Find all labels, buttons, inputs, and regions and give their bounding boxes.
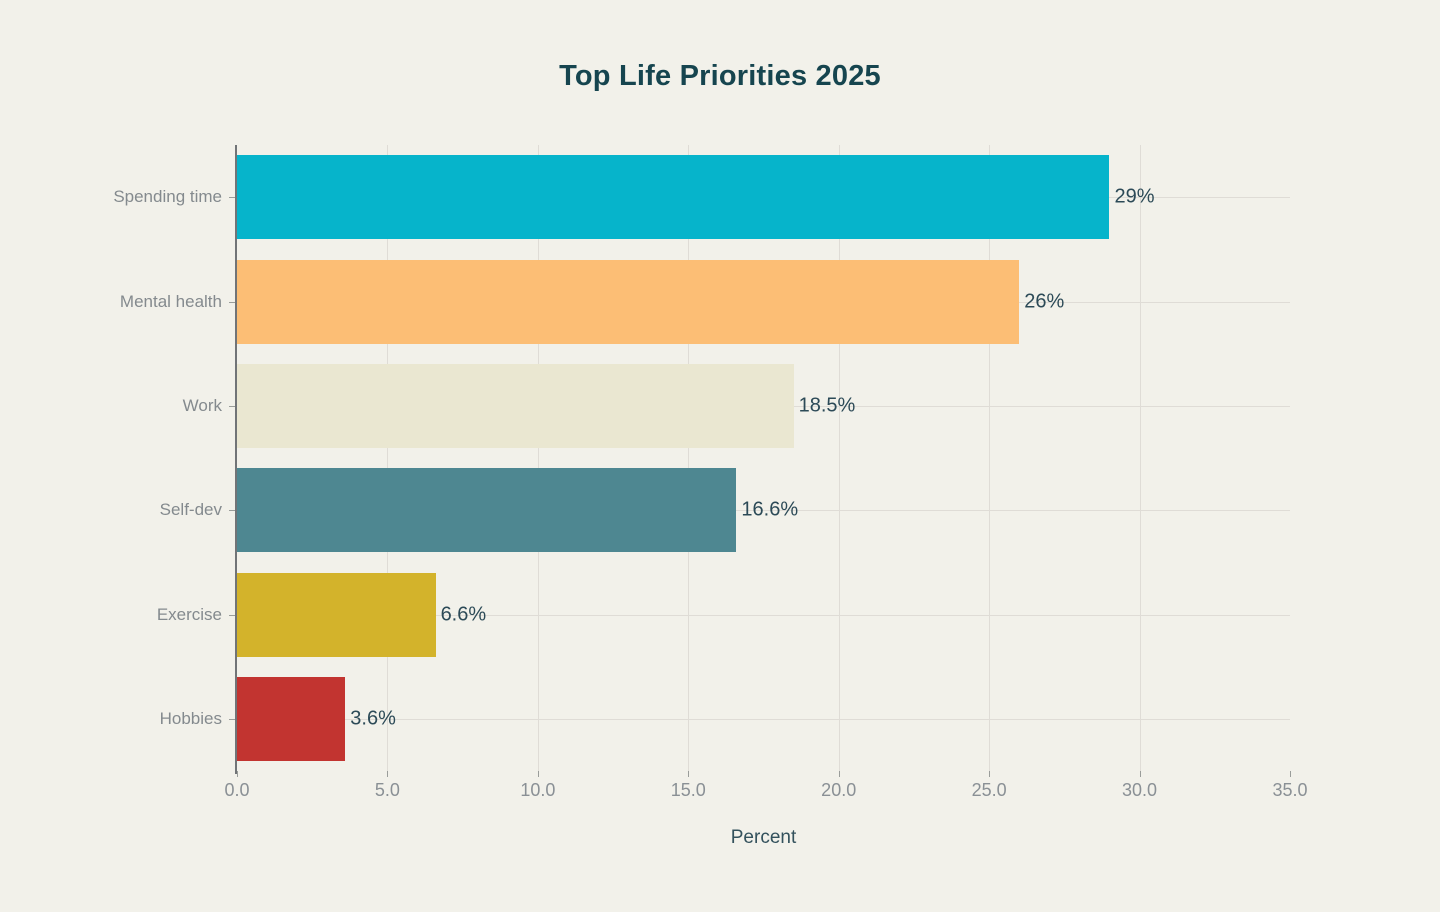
gridline-vertical [838,145,840,771]
y-tick-mark [229,614,235,616]
x-axis-title: Percent [730,827,797,848]
x-tick-label: 20.0 [821,780,857,800]
category-label-self-dev: Self-dev [159,500,222,520]
x-tick-mark [1139,771,1141,777]
x-tick-mark [989,771,991,777]
gridline-horizontal [237,510,1290,512]
category-label-work: Work [182,395,222,415]
x-tick-mark [537,771,539,777]
bar-value-label: 3.6% [350,707,396,730]
bar-work [237,363,794,448]
x-tick-label: 30.0 [1122,780,1158,800]
x-tick-label: 15.0 [670,780,706,800]
gridline-vertical [387,145,389,771]
chart-title: Top Life Priorities 2025 [559,60,881,92]
bar-value-label: 18.5% [798,394,856,417]
bar-hobbies [237,676,346,761]
bar-value-label: 26% [1024,290,1065,312]
category-label-spending-time: Spending time [113,187,222,207]
x-tick-mark [387,771,389,777]
x-tick-label: 35.0 [1272,780,1308,800]
y-axis-category-labels: Spending time Mental health Work Self-dev Ex… [0,145,222,771]
y-tick-mark [229,510,235,512]
y-axis-line [235,145,237,774]
gridline-horizontal [237,614,1290,616]
plot-area: 29% 26% 18.5% 16.6% 6.6% 3.6% [229,145,1291,777]
bar-exercise [237,572,436,657]
y-tick-mark [229,718,235,720]
gridline-vertical [989,145,991,771]
bar-self-dev [237,468,737,553]
category-label-mental-health: Mental health [119,291,222,311]
bar-spending-time [237,155,1110,240]
category-label-hobbies: Hobbies [159,708,222,728]
y-tick-mark [229,197,235,199]
gridline-vertical [1139,145,1141,771]
category-label-exercise: Exercise [156,604,222,624]
gridline-horizontal [237,718,1290,720]
x-tick-label: 25.0 [971,780,1007,800]
x-tick-label: 10.0 [520,780,556,800]
bar-value-label: 16.6% [741,498,799,521]
x-tick-mark [688,771,690,777]
gridline-vertical [688,145,690,771]
y-tick-mark [229,301,235,303]
x-tick-mark [1290,771,1291,777]
x-tick-label: 0.0 [224,780,250,800]
gridline-vertical [537,145,539,771]
y-tick-mark [229,405,235,407]
x-tick-mark [838,771,840,777]
bar-value-label: 6.6% [440,603,487,625]
bar-mental-health [237,259,1020,344]
x-tick-mark [237,771,238,777]
bar-value-label: 29% [1114,185,1155,208]
x-tick-label: 5.0 [374,780,400,800]
